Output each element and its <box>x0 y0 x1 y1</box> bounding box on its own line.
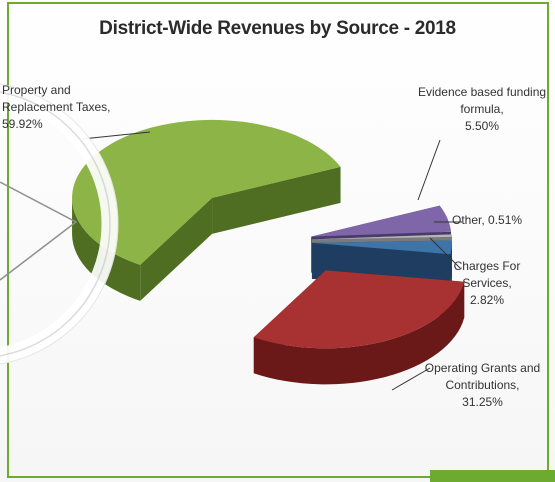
pie-chart <box>72 119 465 385</box>
slice-label-name: Other, <box>452 213 485 227</box>
leader-line-charges <box>429 237 461 269</box>
play-button-circle-icon[interactable] <box>0 82 119 366</box>
leader-line-grants <box>391 367 431 391</box>
pie-slice-top-property <box>72 119 341 265</box>
pie-slice-grants <box>253 270 465 385</box>
chart-bottom-band <box>430 470 555 482</box>
slice-label-name: Property and Replacement Taxes, <box>2 83 111 114</box>
pie-slice-wall-property-1 <box>212 166 341 234</box>
slice-label-name: Evidence based funding formula, <box>417 85 547 116</box>
chart-border <box>7 2 549 478</box>
leader-line-evidence <box>417 139 441 201</box>
pie-slice-top-evidence <box>311 205 452 237</box>
leader-line-property <box>81 131 151 140</box>
pie-slice-wall-property-0 <box>140 197 213 301</box>
slice-label-charges: Charges For Services, 2.82% <box>432 258 542 309</box>
leader-lines <box>81 131 462 391</box>
chart-title: District-Wide Revenues by Source - 2018 <box>99 18 456 39</box>
slice-label-other: Other, 0.51% <box>452 212 532 229</box>
pie-slice-top-other <box>311 234 452 240</box>
slice-label-value: 2.82% <box>469 293 505 307</box>
slice-label-name: Operating Grants and Contributions, <box>424 361 541 392</box>
slice-label-evidence-based: Evidence based funding formula, 5.50% <box>412 84 552 135</box>
slice-label-name: Charges For Services, <box>453 259 521 290</box>
slice-label-operating-grants: Operating Grants and Contributions, 31.2… <box>410 360 555 411</box>
slice-label-value: 59.92% <box>2 117 43 131</box>
pie-slice-side-grants <box>253 281 465 385</box>
pie-slice-property <box>72 119 341 301</box>
slice-label-value: 0.51% <box>488 213 523 227</box>
slice-label-property-taxes: Property and Replacement Taxes, 59.92% <box>2 82 112 133</box>
play-triangle-icon <box>0 181 78 281</box>
pie-slice-top-grants <box>253 270 465 349</box>
slice-label-value: 5.50% <box>464 119 500 133</box>
pie-slice-top-charges <box>311 240 452 255</box>
slice-label-value: 31.25% <box>462 395 503 409</box>
pie-slice-side-charges <box>450 242 452 291</box>
